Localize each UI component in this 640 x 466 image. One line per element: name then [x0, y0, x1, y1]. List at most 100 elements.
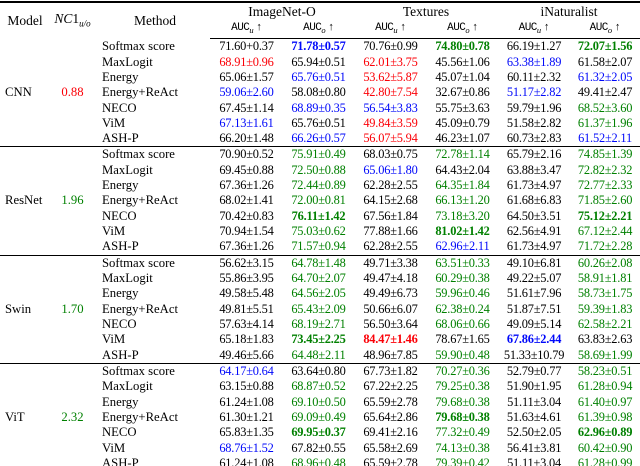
value-cell: 58.91±1.81 — [577, 271, 633, 286]
value-cell: 68.03±0.75 — [363, 147, 418, 162]
table-row: Swin 1.70 Softmax score 56.62±3.15 64.78±1.4… — [0, 255, 640, 365]
col-header-auc-o-textures: AUCo ↑ — [427, 20, 499, 40]
value-cell: 74.85±1.39 — [577, 147, 633, 162]
value-cell: 51.11±3.04 — [507, 394, 561, 409]
value-cell: 51.87±7.51 — [506, 301, 562, 316]
value-cell: 65.59±2.78 — [363, 394, 418, 409]
value-cell: 67.56±1.84 — [363, 208, 418, 223]
value-cell: 45.07±1.04 — [435, 69, 490, 84]
value-cell: 72.78±1.14 — [435, 147, 490, 162]
value-cell: 77.32±0.49 — [435, 425, 490, 440]
value-cell: 59.90±0.48 — [427, 347, 499, 365]
value-cell: 61.28±0.94 — [577, 379, 633, 394]
value-cell: 61.40±0.97 — [577, 394, 633, 409]
value-cell: 51.90±1.95 — [506, 379, 562, 394]
value-cell: 59.96±0.46 — [435, 286, 490, 301]
value-cell: 75.03±0.62 — [291, 224, 346, 239]
value-cell: 65.76±0.51 — [291, 69, 346, 84]
table-row: ResNet 1.96 Softmax score 70.90±0.52 75.91±0… — [0, 146, 640, 256]
value-cell: 67.86±2.44 — [506, 332, 562, 347]
value-cell: 56.62±3.15 — [219, 255, 274, 270]
method-cell: ViM — [102, 224, 126, 239]
value-cell: 49.49±6.73 — [363, 286, 418, 301]
value-cell: 63.88±3.47 — [506, 162, 562, 177]
col-group-inaturalist: iNaturalist — [540, 4, 598, 19]
value-cell: 71.60+0.37 — [219, 39, 274, 54]
method-cell: Energy+ReAct — [102, 193, 178, 208]
table-row: Energy 65.06±1.57 65.76±0.51 53.62±5.87 45.0… — [0, 70, 640, 85]
method-cell: Energy — [102, 69, 139, 84]
value-cell: 56.41±3.81 — [506, 440, 562, 455]
value-cell: 42.80±7.54 — [363, 85, 418, 100]
value-cell: 60.42±0.90 — [577, 440, 633, 455]
col-header-auc-o-inaturalist: AUCo ↑ — [570, 20, 640, 40]
value-cell: 67.12±2.44 — [577, 224, 633, 239]
value-cell: 49.22±5.07 — [506, 271, 562, 286]
nc1-subscript: u/o — [79, 18, 91, 29]
value-cell: 74.80±0.78 — [435, 39, 490, 54]
value-cell: 70.27±0.36 — [435, 364, 490, 379]
value-cell: 68.76±1.52 — [219, 440, 274, 455]
value-cell: 51.33±10.79 — [498, 347, 571, 365]
value-cell: 64.50±3.51 — [506, 208, 562, 223]
value-cell: 62.96±0.89 — [577, 425, 633, 440]
value-cell: 72.50±0.88 — [291, 162, 346, 177]
value-cell: 45.56±1.06 — [435, 54, 490, 69]
table-row: ASH-P 67.36±1.26 71.57±0.94 62.28±2.55 62.96… — [0, 239, 640, 256]
nc1-value-cell: 1.70 — [45, 255, 100, 365]
method-cell: Energy+ReAct — [102, 410, 178, 425]
col-header-auc-u-inaturalist: AUCu ↑ — [498, 20, 571, 40]
value-cell: 68.19±2.71 — [291, 317, 346, 332]
value-cell: 61.24±1.08 — [219, 456, 274, 466]
auc-label: AUC — [231, 22, 250, 34]
value-cell: 59.79±1.96 — [506, 100, 562, 115]
value-cell: 65.79±2.16 — [506, 147, 562, 162]
table-row: Energy+ReAct 68.02±1.41 72.00±0.81 64.15±2.… — [0, 193, 640, 208]
value-cell: 66.19±1.27 — [506, 39, 562, 54]
value-cell: 64.35±1.84 — [435, 178, 490, 193]
value-cell: 63.51±0.33 — [435, 255, 490, 270]
value-cell: 79.68±0.38 — [435, 410, 490, 425]
table-row: ViM 68.76±1.52 67.82±0.55 65.58±2.69 74.13±0… — [0, 441, 640, 456]
method-cell: MaxLogit — [102, 162, 153, 177]
auc-label: AUC — [303, 22, 322, 34]
value-cell: 67.22±2.25 — [363, 379, 418, 394]
value-cell: 64.70±2.07 — [291, 271, 346, 286]
model-cell: ResNet — [0, 146, 45, 256]
value-cell: 58.73±1.75 — [577, 286, 633, 301]
value-cell: 65.64±2.86 — [363, 410, 418, 425]
value-cell: 76.11±1.42 — [291, 208, 346, 223]
value-cell: 63.64±0.80 — [291, 364, 346, 379]
value-cell: 55.86±3.95 — [219, 271, 274, 286]
value-cell: 49.71±3.38 — [363, 255, 418, 270]
method-cell: ASH-P — [100, 131, 210, 148]
nc1-symbol: NC — [54, 10, 73, 26]
value-cell: 60.26±2.08 — [577, 255, 633, 270]
value-cell: 46.23±1.07 — [427, 131, 499, 148]
table-row: MaxLogit 55.86±3.95 64.70±2.07 49.47±4.18 60… — [0, 271, 640, 286]
value-cell: 51.58±2.82 — [506, 115, 562, 130]
method-cell: Energy+ReAct — [102, 85, 178, 100]
value-cell: 66.26±0.57 — [283, 131, 354, 148]
value-cell: 69.95±0.37 — [291, 425, 346, 440]
value-cell: 59.39±1.83 — [577, 301, 633, 316]
value-cell: 71.72±2.28 — [570, 239, 640, 256]
value-cell: 62.38±0.24 — [435, 301, 490, 316]
up-arrow-icon: ↑ — [472, 21, 478, 33]
table-row: ASH-P 61.24±1.08 68.96±0.48 65.59±2.78 79.39… — [0, 456, 640, 466]
header-metric-row: AUCu ↑ AUCo ↑ AUCu ↑ AUCo ↑ AUCu ↑ AUCo … — [0, 20, 640, 40]
value-cell: 60.73±2.83 — [498, 131, 571, 148]
value-cell: 69.45±0.88 — [219, 162, 274, 177]
model-cell: CNN — [0, 38, 45, 148]
value-cell: 72.77±2.33 — [577, 178, 633, 193]
col-header-auc-o-imagenet-o: AUCo ↑ — [283, 20, 354, 40]
value-cell: 65.06±1.57 — [219, 69, 274, 84]
table-body: CNN 0.88 Softmax score 71.60+0.37 71.78±0.57… — [0, 38, 640, 466]
value-cell: 61.30±1.21 — [219, 410, 274, 425]
value-cell: 65.59±2.78 — [363, 456, 418, 466]
value-cell: 49.41±2.47 — [577, 85, 633, 100]
value-cell: 74.13±0.38 — [435, 440, 490, 455]
auc-label: AUC — [589, 22, 609, 34]
value-cell: 64.78±1.48 — [291, 255, 346, 270]
